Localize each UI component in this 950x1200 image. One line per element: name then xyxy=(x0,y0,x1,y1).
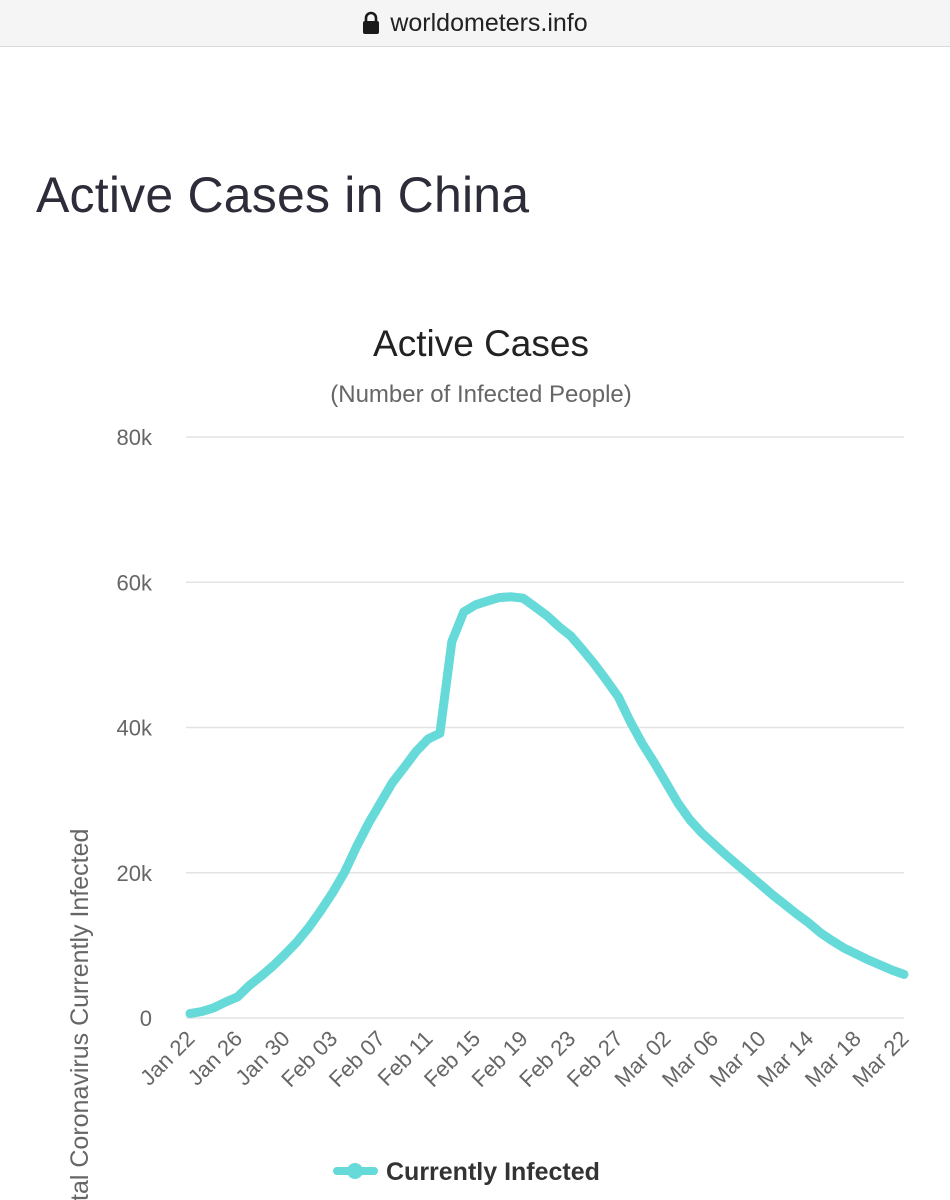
address-bar-content: worldometers.info xyxy=(362,8,588,38)
active-cases-chart: Active Cases (Number of Infected People)… xyxy=(66,323,914,1200)
legend-label: Currently Infected xyxy=(386,1158,600,1186)
legend-marker-icon xyxy=(347,1163,363,1179)
lock-icon xyxy=(363,11,380,34)
y-tick-label: 0 xyxy=(140,1006,152,1031)
y-tick-label: 20k xyxy=(117,861,153,886)
y-axis-label: Total Coronavirus Currently Infected xyxy=(66,829,94,1200)
y-tick-label: 60k xyxy=(117,570,153,595)
address-bar[interactable]: worldometers.info xyxy=(0,0,950,47)
y-tick-label: 80k xyxy=(117,425,153,450)
gridlines xyxy=(186,436,904,1019)
chart-subtitle: (Number of Infected People) xyxy=(330,381,632,408)
series-layer xyxy=(185,592,909,1019)
y-tick-label: 40k xyxy=(117,716,153,741)
legend[interactable]: Currently Infected xyxy=(333,1158,600,1186)
series-line-currently-infected[interactable] xyxy=(185,592,909,1019)
page-title: Active Cases in China xyxy=(36,167,530,223)
url-text: worldometers.info xyxy=(390,8,588,37)
y-axis-ticks: 0 20k 40k 60k 80k xyxy=(117,425,153,1031)
chart-title: Active Cases xyxy=(373,323,589,364)
